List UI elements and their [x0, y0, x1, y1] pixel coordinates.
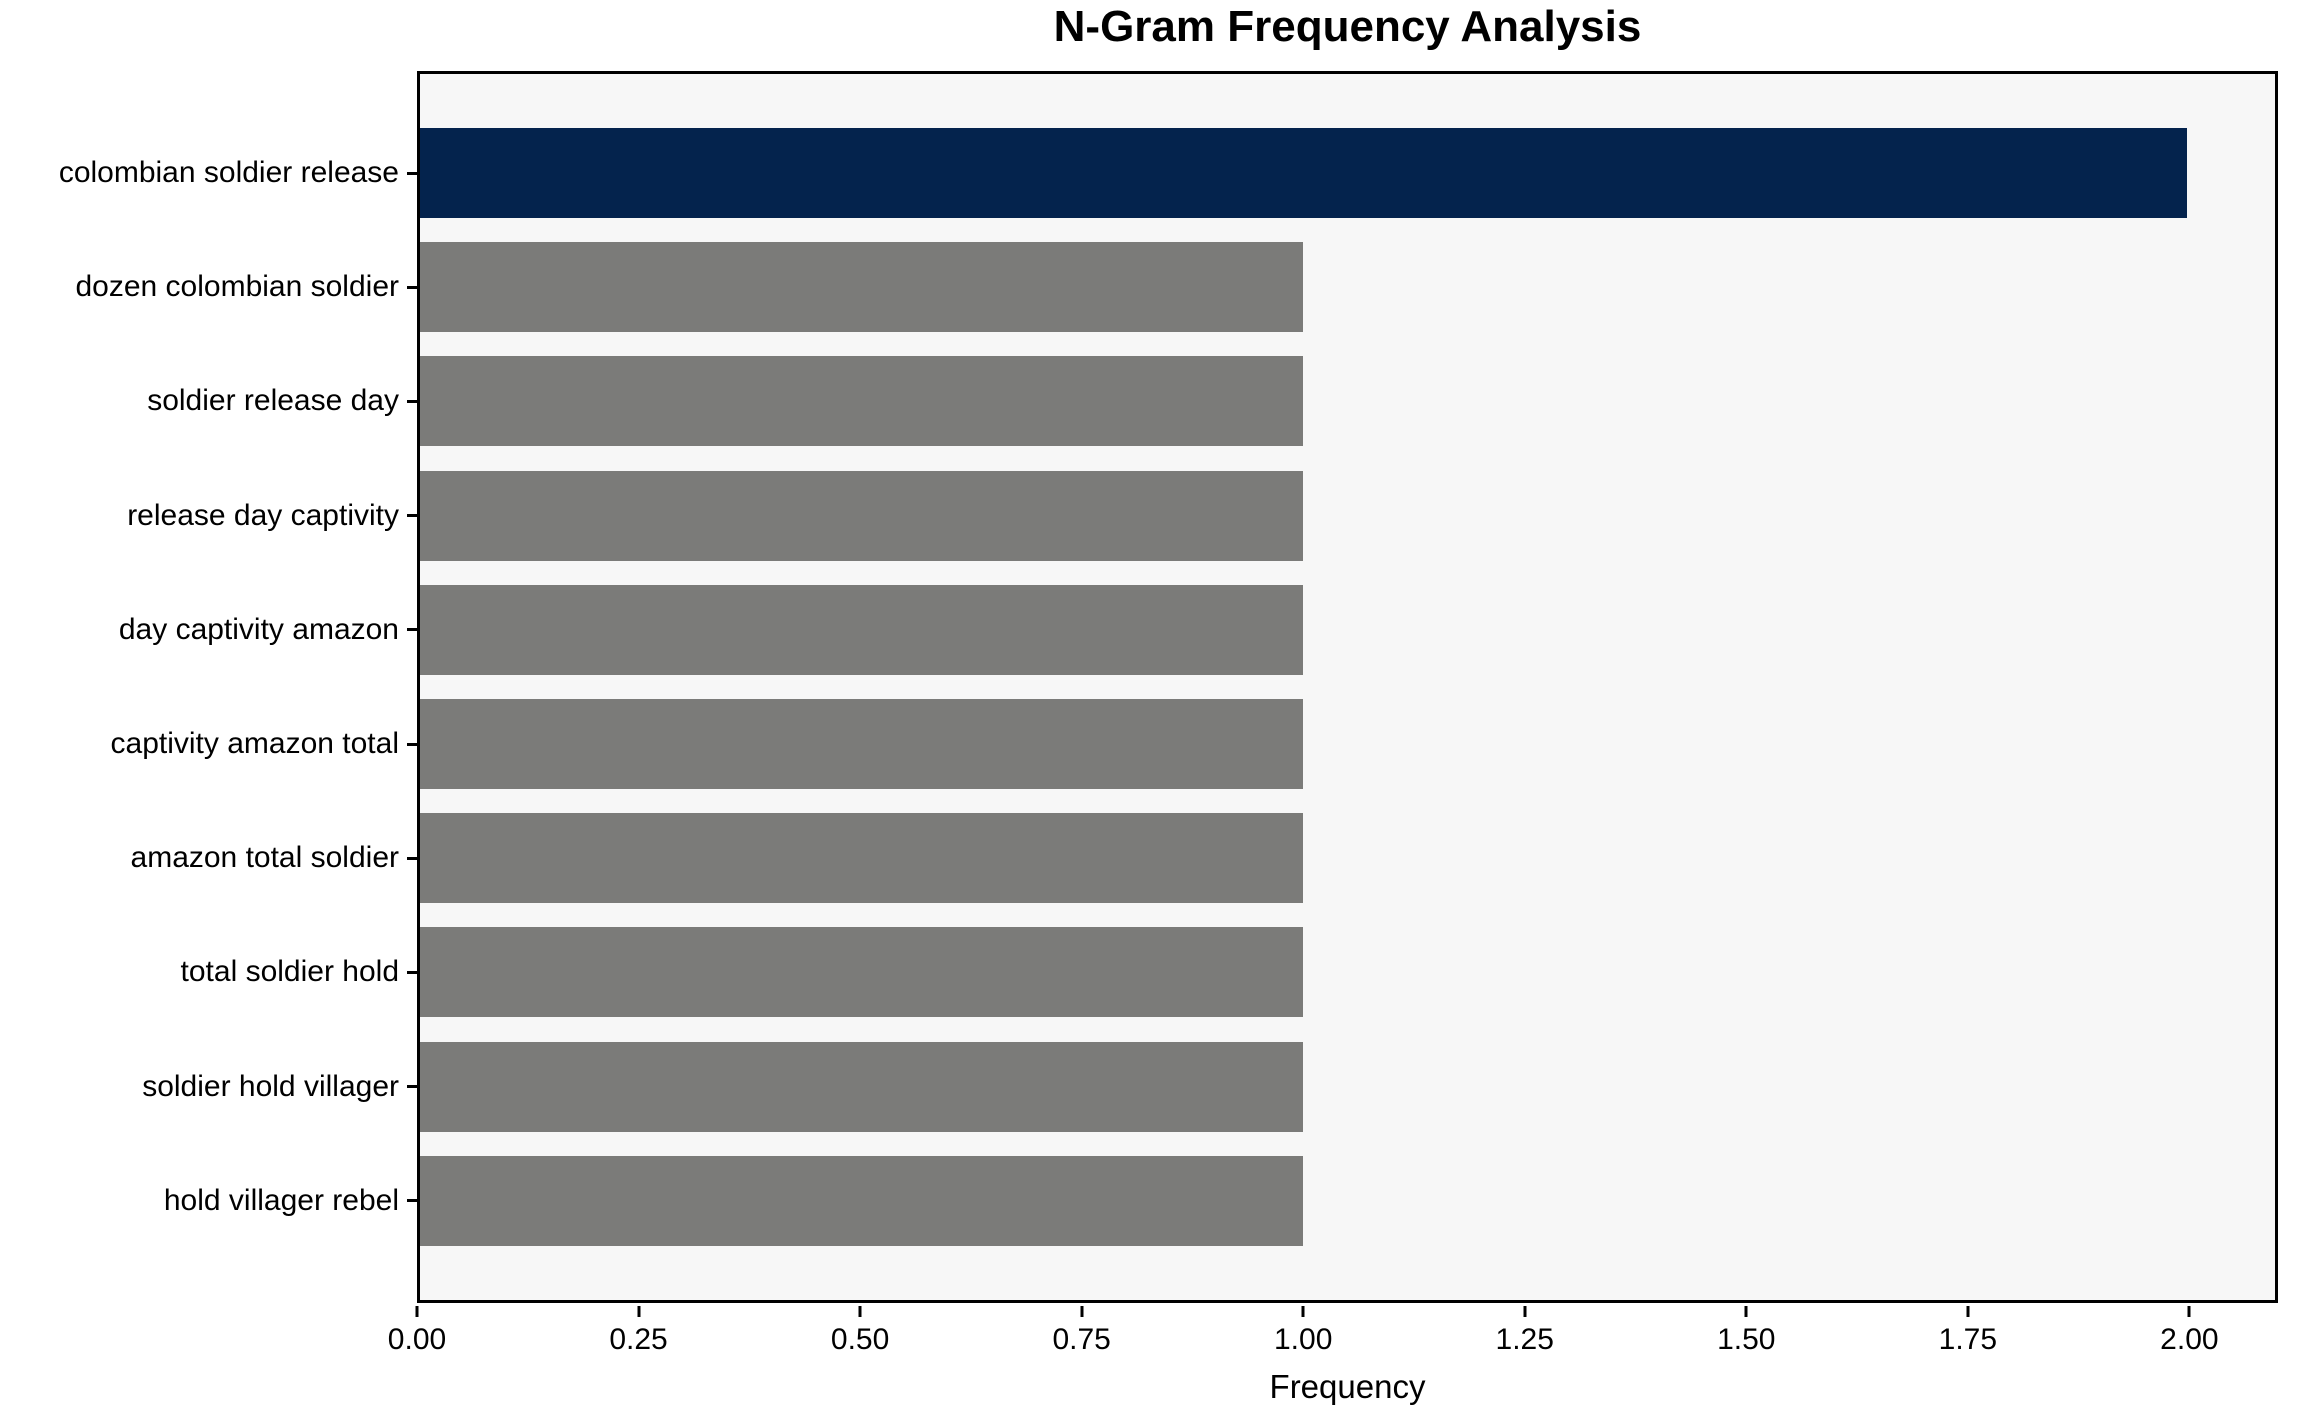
x-tick-mark: [858, 1306, 862, 1317]
x-tick-label: 1.00: [1273, 1323, 1333, 1356]
x-tick-mark: [415, 1306, 419, 1317]
y-tick-mark: [407, 399, 417, 403]
x-axis-label: Frequency: [1269, 1368, 1426, 1405]
x-tick-label: 1.75: [1938, 1323, 1998, 1356]
x-tick-mark: [1744, 1306, 1748, 1317]
x-tick-mark: [1080, 1306, 1084, 1317]
bar: [420, 470, 1304, 561]
y-tick-label: captivity amazon total: [110, 727, 399, 760]
x-tick-mark: [2187, 1306, 2191, 1317]
x-tick-mark: [1301, 1306, 1305, 1317]
x-tick-label: 1.50: [1717, 1323, 1776, 1356]
y-tick-mark: [407, 856, 417, 860]
x-tick-label: 0.25: [609, 1323, 668, 1356]
x-tick-label: 1.25: [1495, 1323, 1554, 1356]
bar: [420, 1041, 1304, 1132]
x-tick-mark: [1966, 1306, 1970, 1317]
x-tick-label: 2.00: [2160, 1323, 2219, 1356]
bar: [420, 813, 1304, 904]
x-tick-label: 0.50: [830, 1323, 890, 1356]
bar: [420, 128, 2187, 218]
y-tick-label: release day captivity: [127, 498, 399, 532]
x-axis: 0.00 0.25 0.50 0.75 1.00 1.25 1.50 1.75 2.00: [388, 1303, 2278, 1363]
y-tick-mark: [407, 628, 417, 632]
x-tick-mark: [1523, 1306, 1527, 1317]
x-tick-mark: [637, 1306, 641, 1317]
y-tick-mark: [407, 1085, 417, 1089]
x-tick-label: 0.00: [387, 1323, 447, 1356]
y-tick-mark: [407, 970, 417, 974]
y-tick-label: dozen colombian soldier: [75, 270, 399, 304]
y-tick-mark: [407, 171, 417, 175]
y-tick-mark: [407, 1199, 417, 1203]
bar: [420, 927, 1304, 1018]
y-tick-label: soldier hold villager: [142, 1069, 399, 1103]
chart-title: N-Gram Frequency Analysis: [1053, 2, 1642, 51]
bar: [420, 1155, 1304, 1246]
y-tick-label: soldier release day: [147, 384, 399, 418]
y-tick-mark: [407, 742, 417, 746]
bar: [420, 242, 1304, 333]
bar: [420, 699, 1304, 789]
y-tick-label: hold villager rebel: [163, 1183, 399, 1217]
bar: [420, 356, 1304, 447]
y-tick-label: total soldier hold: [180, 955, 399, 989]
y-tick-label: day captivity amazon: [118, 612, 399, 646]
y-tick-label: colombian soldier release: [58, 156, 399, 189]
y-tick-mark: [407, 514, 417, 518]
plot-area: [417, 71, 2278, 1303]
x-tick-label: 0.75: [1052, 1323, 1111, 1356]
y-tick-mark: [407, 285, 417, 289]
y-tick-label: amazon total soldier: [130, 841, 399, 875]
bar: [420, 584, 1304, 675]
